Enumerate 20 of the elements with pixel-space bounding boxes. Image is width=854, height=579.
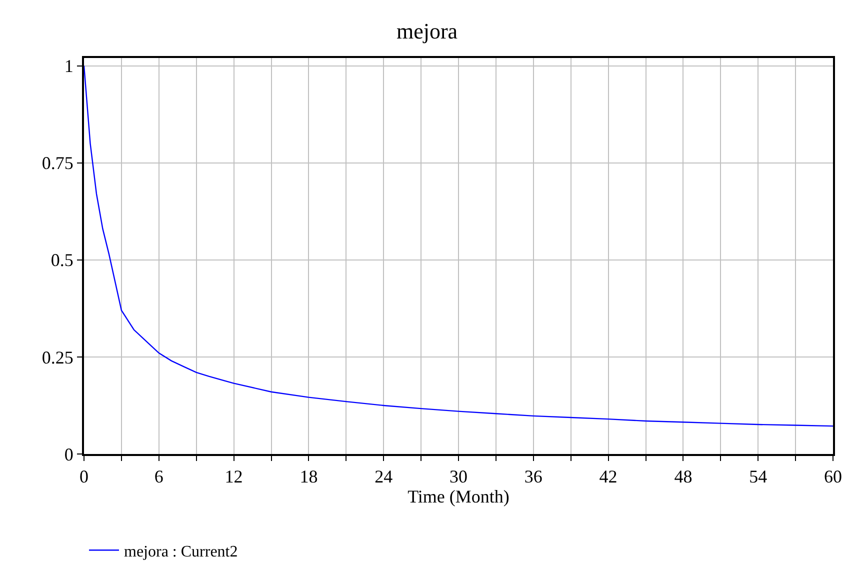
y-tick-label: 0.25 xyxy=(42,347,74,368)
x-tick-label: 18 xyxy=(300,466,318,487)
y-tick-label: 1 xyxy=(64,56,74,76)
y-tick-label: 0.75 xyxy=(42,153,74,174)
y-tick-label: 0 xyxy=(64,444,74,464)
x-tick-label: 54 xyxy=(749,466,768,487)
x-tick-label: 12 xyxy=(224,466,243,487)
x-tick-label: 48 xyxy=(674,466,692,487)
line-series xyxy=(84,65,833,427)
x-tick-label: 60 xyxy=(824,466,842,487)
x-axis-title: Time (Month) xyxy=(408,486,510,507)
x-tick-label: 0 xyxy=(80,466,88,487)
x-tick-label: 36 xyxy=(524,466,542,487)
legend-label: mejora : Current2 xyxy=(124,543,238,560)
chart-title: mejora xyxy=(396,18,458,44)
x-tick-label: 30 xyxy=(450,466,468,487)
x-tick-label: 24 xyxy=(374,466,393,487)
x-tick-label: 42 xyxy=(599,466,618,487)
y-tick-label: 0.5 xyxy=(50,250,74,270)
x-tick-label: 6 xyxy=(154,466,164,487)
